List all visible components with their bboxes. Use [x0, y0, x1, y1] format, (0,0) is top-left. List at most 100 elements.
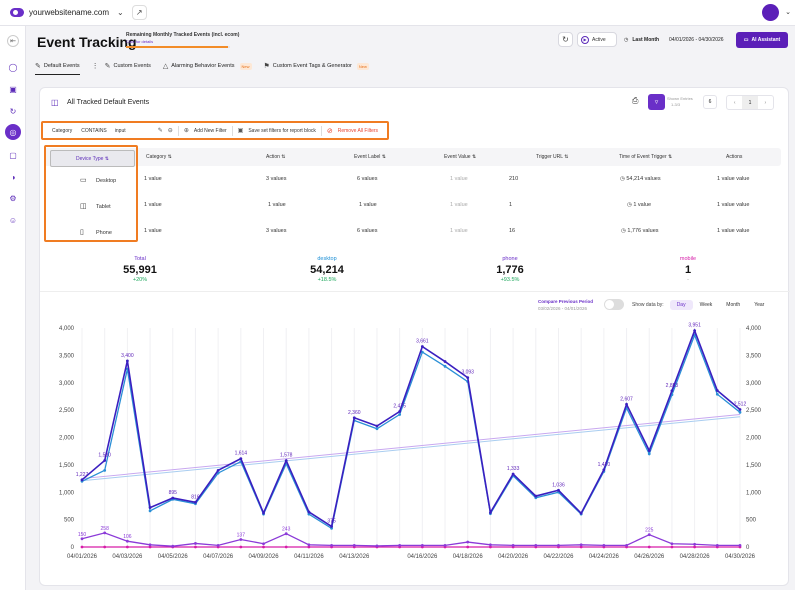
chevron-down-icon[interactable]: ⌄ [785, 9, 791, 16]
col-label: Trigger URL [536, 154, 563, 160]
data-point-Total [693, 329, 697, 333]
col-label: Device Type [75, 156, 104, 162]
y-tick-label-right: 0 [746, 545, 750, 551]
ban-icon: ⊘ [326, 127, 333, 135]
show-by-week[interactable]: Week [699, 302, 713, 308]
data-label-phone: 258 [101, 526, 110, 532]
next-page-button[interactable]: › [764, 99, 767, 106]
per-page-value: 6 [708, 99, 712, 105]
collapse-sidebar-icon[interactable]: ⇤ [7, 35, 19, 47]
y-tick-label-left: 4,000 [59, 326, 75, 332]
filter-operator[interactable]: CONTAINS [81, 127, 107, 134]
data-point-Total [557, 488, 560, 492]
table-row[interactable]: 1 value 3 values 6 values 1 value 16 ◷ 1… [44, 218, 781, 244]
tab-custom-event-tags[interactable]: ⚑ Custom Event Tags & Generator New [264, 59, 369, 73]
cell-action: 3 values [266, 228, 287, 234]
show-by-year[interactable]: Year [754, 302, 765, 308]
col-trigger-url[interactable]: Trigger URL ⇅ [536, 154, 569, 160]
y-tick-label-right: 1,000 [746, 490, 762, 496]
device-name: Tablet [96, 204, 111, 210]
chevron-down-icon[interactable]: ⌄ [117, 8, 124, 17]
clock-icon: ◷ [624, 36, 629, 43]
table-row[interactable]: 1 value 3 values 6 values 1 value 210 ◷ … [44, 166, 781, 192]
avatar[interactable] [762, 4, 779, 21]
col-action[interactable]: Action ⇅ [266, 154, 286, 160]
message-icon[interactable]: ▢ [9, 150, 17, 160]
data-point-desktop [148, 509, 152, 513]
data-label-total: 1,580 [98, 452, 111, 458]
data-label-total: 1,614 [235, 451, 248, 457]
user-icon[interactable]: ☺ [8, 215, 18, 225]
cell-actions[interactable]: 1 value value [717, 176, 750, 182]
sidebar: ⇤ ◯ ▣ ↻ ◎ ▢ ◑ ⚙ ☺ [0, 26, 26, 590]
col-event-value[interactable]: Event Value ⇅ [444, 154, 477, 160]
tab-custom-events[interactable]: ✎ Custom Events [105, 59, 151, 73]
compare-toggle[interactable] [604, 299, 624, 310]
data-point-Total [352, 416, 356, 420]
external-link-button[interactable]: ↗ [131, 5, 147, 20]
tab-default-events[interactable]: ✎ Default Events [35, 59, 80, 75]
globe-icon[interactable]: ◯ [8, 62, 18, 72]
data-point-phone [330, 543, 333, 547]
table-row[interactable]: 1 value 1 value 1 value 1 value 1 ◷ 1 va… [44, 192, 781, 218]
more-options-icon[interactable]: ⋮ [91, 63, 99, 70]
show-by-month[interactable]: Month [726, 302, 741, 308]
prev-page-button[interactable]: ‹ [733, 99, 736, 106]
data-point-phone [557, 543, 560, 547]
y-tick-label-right: 1,500 [746, 463, 762, 469]
cell-actions[interactable]: 1 value value [717, 202, 750, 208]
export-icon[interactable]: ⎙ [632, 96, 639, 105]
current-page[interactable]: 1 [742, 96, 758, 109]
event-tracking-icon[interactable]: ◎ [5, 124, 21, 140]
cell-event-label: 6 values [357, 176, 378, 182]
ai-assistant-button[interactable]: ▭ AI Assistant [736, 32, 788, 48]
cell-time-value: 54,214 values [626, 176, 661, 182]
col-label: Category [146, 154, 167, 160]
x-tick-label: 04/05/2026 [158, 554, 189, 560]
filter-value[interactable]: input [114, 127, 126, 134]
tracked-events-details-link[interactable]: Click for details [126, 39, 154, 44]
data-point-mobile [489, 545, 492, 549]
alarm-icon: △ [162, 63, 169, 70]
data-label-total: 1,333 [507, 466, 520, 472]
date-range-value: 04/01/2026 - 04/30/2026 [669, 36, 724, 43]
col-time-of-trigger[interactable]: Time of Event Trigger ⇅ [619, 154, 673, 160]
refresh-button[interactable]: ↻ [558, 32, 573, 47]
save-filters-button[interactable]: Save set filters for report block [248, 127, 316, 134]
data-point-phone [103, 531, 107, 535]
remove-filter-icon[interactable]: ⊖ [167, 128, 173, 134]
data-point-phone [625, 543, 628, 547]
eraser-icon[interactable]: ✎ [157, 128, 163, 134]
pagination: ‹ 1 › [726, 95, 774, 110]
shield-icon[interactable]: ◑ [10, 172, 16, 182]
filter-field[interactable]: Category [52, 127, 73, 134]
active-button[interactable]: ▶ Active [577, 32, 617, 47]
remove-all-filters-button[interactable]: Remove All Filters [337, 127, 379, 134]
y-tick-label-right: 4,000 [746, 326, 762, 332]
add-filter-button[interactable]: Add New Filter [193, 127, 227, 134]
col-device-type[interactable]: Device Type ⇅ [50, 150, 135, 167]
data-point-Total [398, 410, 402, 413]
per-page-select[interactable]: 6 [703, 95, 717, 109]
col-category[interactable]: Category ⇅ [146, 154, 172, 160]
website-selector[interactable]: yourwebsitename.com [29, 8, 110, 17]
data-point-phone [352, 543, 356, 547]
data-point-Total [466, 376, 470, 380]
filter-button[interactable]: ▿ [648, 94, 665, 110]
kpi-value: 1,776 [496, 264, 524, 276]
gear-icon[interactable]: ⚙ [9, 193, 17, 203]
cell-actions[interactable]: 1 value value [717, 228, 750, 234]
show-by-label: Show data by: [632, 302, 664, 308]
show-by-day[interactable]: Day [669, 300, 693, 310]
tab-alarming-behavior-events[interactable]: △ Alarming Behavior Events New [163, 59, 252, 73]
kpi-change: +18.5% [317, 277, 337, 283]
data-point-mobile [262, 545, 265, 549]
col-event-label[interactable]: Event Label ⇅ [354, 154, 387, 160]
shopping-bag-icon[interactable]: ▣ [9, 84, 17, 94]
date-range-picker[interactable]: ◷ Last Month 04/01/2026 - 04/30/2026 [624, 32, 724, 47]
data-point-mobile [693, 545, 697, 549]
x-tick-label: 04/24/2026 [589, 554, 620, 560]
ai-assistant-label: AI Assistant [751, 37, 781, 43]
data-label-phone: 150 [78, 532, 87, 538]
spiral-icon[interactable]: ↻ [9, 106, 17, 116]
